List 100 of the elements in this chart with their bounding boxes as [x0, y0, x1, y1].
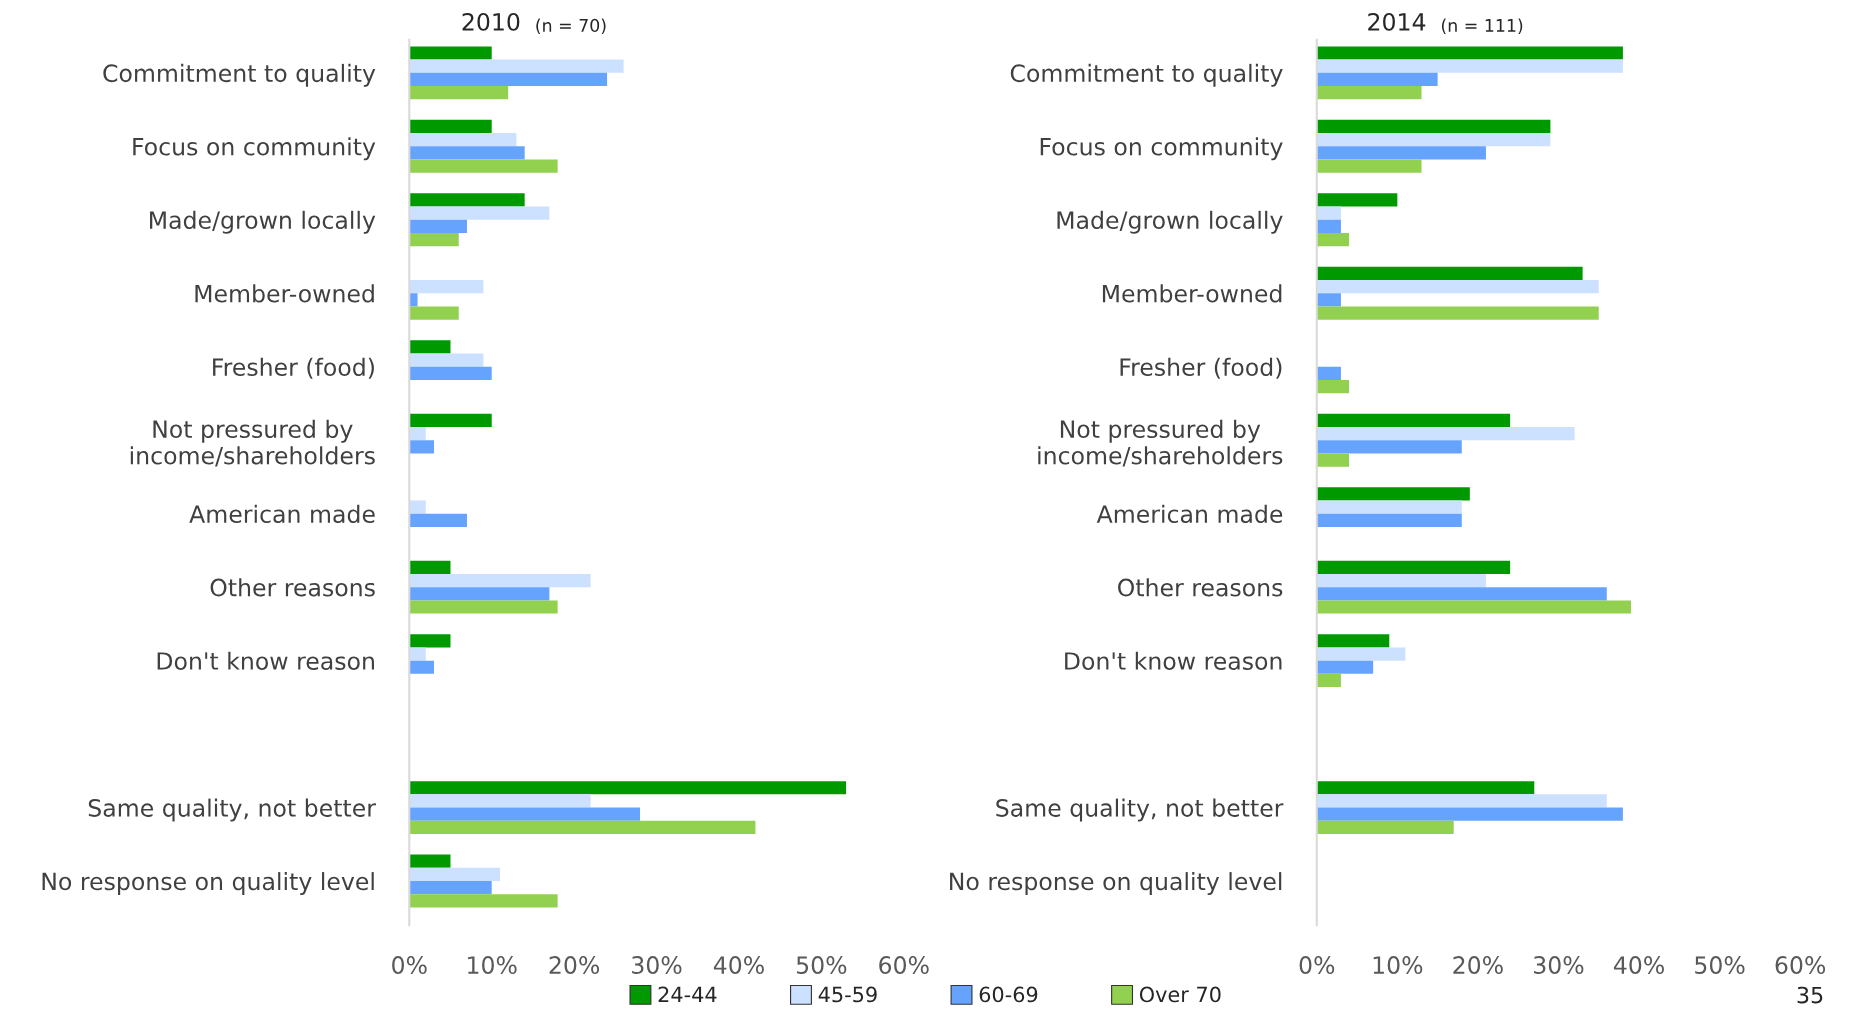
y-tick-label: Member-owned [1102, 284, 1282, 303]
x-tick-label: 60% [1775, 956, 1826, 974]
bar [409, 159, 558, 173]
y-tick-label: Fresher (food) [213, 357, 374, 379]
bar [1316, 573, 1486, 588]
bar [1316, 119, 1551, 134]
x-tick-label: 0% [392, 956, 427, 974]
bar [1316, 660, 1374, 674]
bar [409, 206, 550, 220]
x-tick-label: 10% [1373, 956, 1423, 974]
bar [1316, 634, 1390, 648]
bar [1316, 133, 1551, 147]
y-tick-label: Same quality, not better [996, 798, 1284, 822]
bar [1316, 600, 1631, 614]
x-tick-label: 40% [1613, 956, 1664, 974]
bar [1316, 146, 1486, 160]
bar [409, 634, 451, 648]
x-tick-label: 20% [549, 956, 600, 974]
bar [409, 366, 492, 380]
bar [409, 280, 484, 294]
chart-subtitle: (n = 111) [1441, 18, 1523, 35]
bar [409, 881, 492, 895]
bar [1316, 293, 1341, 307]
bar [409, 560, 451, 574]
bar [1316, 487, 1470, 501]
bar [1316, 193, 1398, 207]
x-tick-label: 50% [1695, 956, 1745, 974]
bar [1316, 820, 1454, 835]
bar [409, 573, 591, 588]
bar [409, 807, 641, 821]
bar [1316, 794, 1607, 808]
bar [409, 867, 500, 882]
bar [1316, 781, 1535, 795]
y-tick-label: Other reasons [1118, 578, 1283, 597]
y-tick-label: Commitment to quality [103, 63, 376, 87]
bar [1316, 673, 1341, 688]
bar [409, 119, 492, 134]
bar [1316, 280, 1599, 294]
bar [409, 133, 517, 147]
bar [1316, 379, 1349, 394]
bar [409, 587, 550, 601]
y-tick-label: Focus on community [1040, 137, 1283, 161]
bar [409, 340, 451, 354]
bar [409, 193, 525, 207]
bar [409, 353, 484, 367]
bar [409, 820, 756, 835]
bar [409, 233, 459, 247]
bar [1316, 206, 1341, 220]
y-tick-label: Same quality, not better [88, 798, 376, 822]
x-tick-label: 30% [1534, 956, 1584, 974]
bar [409, 146, 525, 160]
bar [1316, 647, 1406, 661]
bar [1316, 453, 1349, 467]
bar [409, 440, 435, 454]
bar [1316, 500, 1462, 514]
y-tick-label: Other reasons [210, 578, 375, 597]
bar [1316, 72, 1438, 87]
bar [1316, 233, 1349, 247]
x-tick-label: 0% [1299, 956, 1335, 974]
y-tick-label: Not pressured by income/shareholders [130, 419, 375, 467]
y-tick-label: Member-owned [195, 284, 374, 303]
bar [1316, 266, 1583, 281]
bar [409, 600, 558, 614]
bar [409, 46, 492, 60]
legend-label: 24-44 [658, 986, 717, 1003]
legend-label: Over 70 [1139, 986, 1221, 1003]
bar [1316, 426, 1575, 441]
bar [1316, 807, 1623, 821]
y-tick-label: Made/grown locally [150, 210, 376, 234]
chart-title: 2010 [462, 12, 520, 31]
y-tick-label: No response on quality level [42, 872, 374, 895]
y-tick-label: Made/grown locally [1057, 210, 1283, 234]
text: 35 [1797, 986, 1823, 1004]
x-tick-label: 30% [632, 956, 682, 974]
bar [409, 293, 418, 307]
y-tick-label: Focus on community [133, 137, 376, 161]
x-tick-label: 40% [713, 956, 764, 974]
bar [1316, 560, 1511, 574]
bar [409, 86, 509, 100]
bar [409, 306, 459, 320]
bar [1316, 306, 1599, 320]
legend-label: 45-59 [818, 986, 877, 1003]
y-tick-label: American made [1096, 504, 1283, 523]
bar [1316, 587, 1607, 601]
bar [409, 781, 847, 795]
y-tick-label: Fresher (food) [1120, 357, 1282, 379]
bar [1316, 413, 1511, 427]
x-tick-label: 20% [1453, 956, 1503, 974]
x-tick-label: 50% [796, 956, 847, 974]
bar [409, 794, 591, 808]
legend-label: 60-69 [979, 986, 1038, 1003]
bar [409, 219, 467, 234]
y-tick-label: Not pressured by income/shareholders [1038, 419, 1283, 467]
x-tick-label: 60% [879, 956, 929, 974]
bar [1316, 86, 1422, 100]
y-tick-label: American made [189, 504, 375, 523]
bar [409, 500, 426, 514]
bar [409, 647, 426, 661]
x-tick-label: 10% [468, 956, 517, 974]
chart-title: 2014 [1368, 12, 1426, 31]
